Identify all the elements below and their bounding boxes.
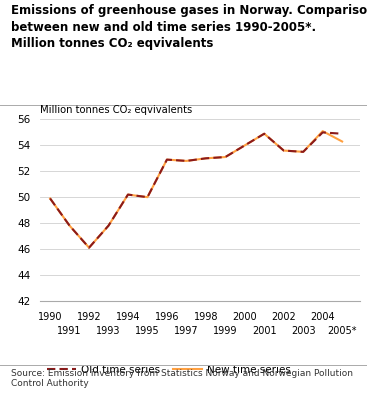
Text: 1998: 1998 [194, 312, 218, 322]
Text: 1991: 1991 [57, 326, 82, 336]
Text: Emissions of greenhouse gases in Norway. Comparison
between new and old time ser: Emissions of greenhouse gases in Norway.… [11, 4, 367, 50]
Text: Million tonnes CO₂ eqvivalents: Million tonnes CO₂ eqvivalents [40, 105, 193, 115]
Text: 1999: 1999 [213, 326, 237, 336]
Text: 1993: 1993 [96, 326, 121, 336]
Text: 2002: 2002 [271, 312, 296, 322]
Text: 1996: 1996 [155, 312, 179, 322]
Text: 2001: 2001 [252, 326, 277, 336]
Text: 2004: 2004 [310, 312, 335, 322]
Text: 1995: 1995 [135, 326, 160, 336]
Text: 1992: 1992 [77, 312, 101, 322]
Legend: Old time series, New time series: Old time series, New time series [42, 360, 295, 379]
Text: 1997: 1997 [174, 326, 199, 336]
Text: 1990: 1990 [38, 312, 62, 322]
Text: Source: Emission inventory from Statistics Norway and Norwegian Pollution
Contro: Source: Emission inventory from Statisti… [11, 369, 353, 388]
Text: 2000: 2000 [232, 312, 257, 322]
Text: 1994: 1994 [116, 312, 140, 322]
Text: 2005*: 2005* [327, 326, 357, 336]
Text: 2003: 2003 [291, 326, 316, 336]
